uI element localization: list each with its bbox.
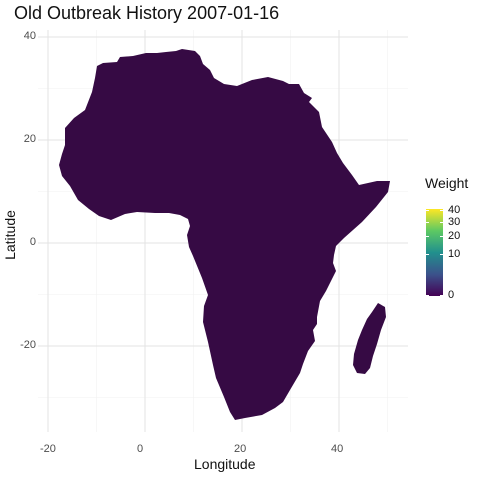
legend-title: Weight: [425, 175, 469, 191]
legend-tick-label: 0: [448, 289, 455, 301]
legend-tick-label: 40: [448, 204, 461, 216]
x-tick-label: 0: [137, 443, 144, 455]
legend-tick-mark: [426, 236, 429, 237]
x-tick-label: 40: [331, 443, 344, 455]
legend-tick-label: 20: [448, 230, 461, 242]
legend-tick-mark: [426, 295, 429, 296]
legend-tick-mark: [440, 210, 443, 211]
legend-tick-mark: [440, 295, 443, 296]
y-tick-label: 20: [23, 133, 36, 145]
africa-landmass: [59, 49, 390, 420]
legend-tick-mark: [426, 210, 429, 211]
chart-title: Old Outbreak History 2007-01-16: [14, 3, 280, 23]
legend-tick-mark: [440, 222, 443, 223]
y-axis-title: Latitude: [1, 210, 18, 260]
x-tick-label: -20: [40, 443, 56, 455]
legend-color-bar: [426, 209, 443, 296]
madagascar-landmass: [353, 303, 386, 374]
y-tick-label: 40: [23, 30, 36, 42]
x-tick-label: 20: [234, 443, 247, 455]
legend-tick-label: 10: [448, 248, 461, 260]
legend-tick-mark: [426, 222, 429, 223]
x-axis-title: Longitude: [194, 456, 256, 472]
legend-tick-mark: [440, 254, 443, 255]
legend-tick-mark: [426, 254, 429, 255]
y-tick-label: -20: [20, 339, 36, 351]
y-tick-label: 0: [29, 236, 36, 248]
legend-tick-label: 30: [448, 216, 461, 228]
legend-tick-mark: [440, 236, 443, 237]
